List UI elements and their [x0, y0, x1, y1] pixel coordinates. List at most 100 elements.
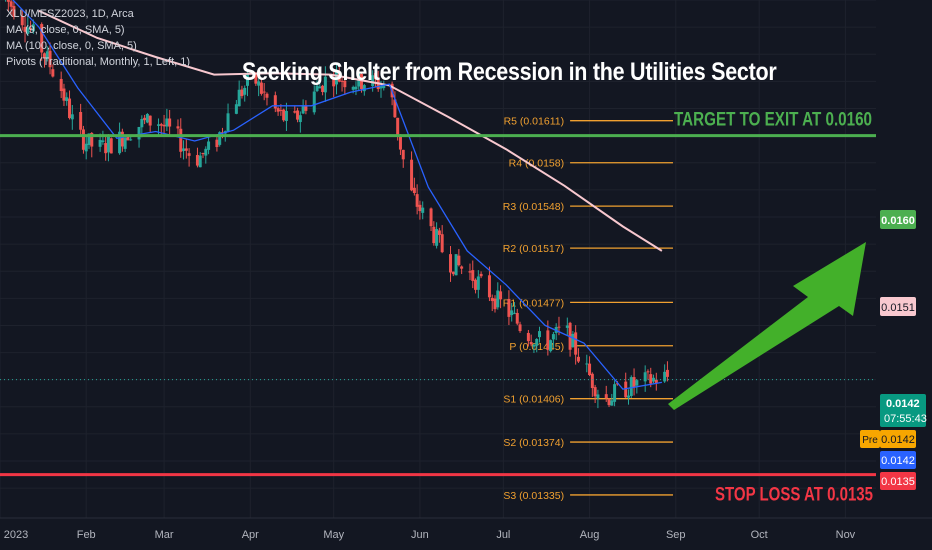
candle-body [652, 377, 656, 382]
candle-body [551, 334, 555, 340]
candle-body [257, 81, 261, 86]
premarket-tag-text: Pre [862, 435, 878, 446]
candle-body [626, 395, 630, 398]
candle-body [207, 141, 211, 150]
pivot-label: R2 (0.01517) [503, 243, 564, 255]
candle-body [549, 340, 553, 352]
x-tick-label: Apr [242, 529, 259, 541]
candle-body [471, 270, 475, 281]
candle-body [101, 140, 105, 142]
candle-body [590, 373, 594, 389]
candle-body [62, 88, 66, 101]
candle-body [51, 69, 55, 77]
candle-body [337, 73, 341, 82]
candle-body [42, 53, 46, 58]
candle-body [565, 325, 569, 328]
x-tick-label: Jun [411, 529, 429, 541]
candle-body [48, 50, 52, 68]
candle-body [379, 85, 383, 89]
candle-body [246, 74, 250, 86]
candle-body [613, 384, 617, 402]
candle-body [276, 108, 280, 112]
candle-body [179, 128, 183, 152]
candle-body [449, 254, 453, 273]
pivot-label: S2 (0.01374) [503, 437, 564, 449]
candle-body [382, 85, 386, 89]
candle-body [318, 86, 322, 89]
candle-body [393, 99, 397, 118]
candle-body [184, 148, 188, 151]
candle-body [429, 208, 433, 227]
candle-body [262, 91, 266, 93]
candle-body [401, 149, 405, 160]
ma-100-line [38, 9, 663, 252]
ma-9-line [12, 0, 663, 390]
candle-body [535, 338, 539, 346]
candle-body [654, 379, 658, 383]
candle-body [351, 86, 355, 90]
target-label: TARGET TO EXIT AT 0.0160 [674, 110, 872, 131]
candle-body [87, 133, 91, 145]
candle-body [98, 139, 102, 147]
candle-body [476, 276, 480, 290]
candle-body [59, 78, 63, 92]
x-tick-label: Feb [77, 529, 96, 541]
candle-body [195, 155, 199, 166]
candle-body [507, 298, 511, 317]
candle-body [129, 139, 133, 141]
candle-body [68, 98, 72, 119]
ma-slow-badge [880, 297, 916, 316]
candle-body [296, 110, 300, 120]
x-tick-label: Mar [155, 529, 174, 541]
premarket-badge [880, 430, 916, 448]
pivot-label: R4 (0.0158) [509, 158, 564, 170]
legend-ma-slow[interactable]: MA (100, close, 0, SMA, 5) [6, 40, 137, 52]
candle-body [362, 85, 366, 92]
candle-body [104, 143, 108, 154]
candle-body [65, 97, 69, 101]
candle-body [468, 271, 472, 273]
candle-body [120, 131, 124, 147]
candle-body [29, 27, 33, 30]
candle-body [145, 113, 149, 123]
ma-slow-badge-text: 0.0151 [881, 302, 915, 314]
candle-body [301, 105, 305, 114]
candle-body [201, 153, 205, 155]
candle-body [79, 112, 83, 130]
candle-body [315, 85, 319, 92]
candle-body [518, 324, 522, 332]
candle-body [81, 129, 85, 150]
legend-ma-fast[interactable]: MA (9, close, 0, SMA, 5) [6, 24, 125, 36]
candle-body [168, 118, 172, 127]
candle-body [454, 254, 458, 276]
candle-body [574, 332, 578, 355]
premarket-tag [860, 430, 880, 448]
candle-body [487, 275, 491, 298]
candle-body [663, 371, 667, 382]
candle-body [9, 1, 13, 7]
candle-body [265, 93, 269, 98]
symbol-line[interactable]: XLU/MESZ2023, 1D, Arca [6, 8, 134, 20]
candle-body [615, 383, 619, 385]
candle-body [240, 89, 244, 97]
last-price-badge [880, 394, 926, 427]
candle-body [440, 234, 444, 253]
pivot-label: S1 (0.01406) [503, 394, 564, 406]
legend-pivots[interactable]: Pivots (Traditional, Monthly, 1, Left, 1… [6, 56, 191, 68]
candle-body [70, 114, 74, 120]
candle-body [282, 109, 286, 121]
candle-body [646, 371, 650, 373]
candle-body [148, 115, 152, 126]
last-price-badge-text: 0.0142 [886, 398, 920, 410]
stop-loss-badge-text: 0.0135 [881, 476, 915, 488]
candle-body [31, 24, 35, 32]
candle-body [109, 138, 113, 154]
x-axis: 2023 Feb Mar Apr May Jun Jul Aug Sep Oct Nov [0, 517, 932, 541]
candle-body [649, 374, 653, 384]
x-tick-label: Sep [666, 529, 686, 541]
candle-body [176, 126, 180, 129]
candle-body [515, 312, 519, 324]
x-tick-label: Aug [580, 529, 600, 541]
candle-body [298, 115, 302, 123]
